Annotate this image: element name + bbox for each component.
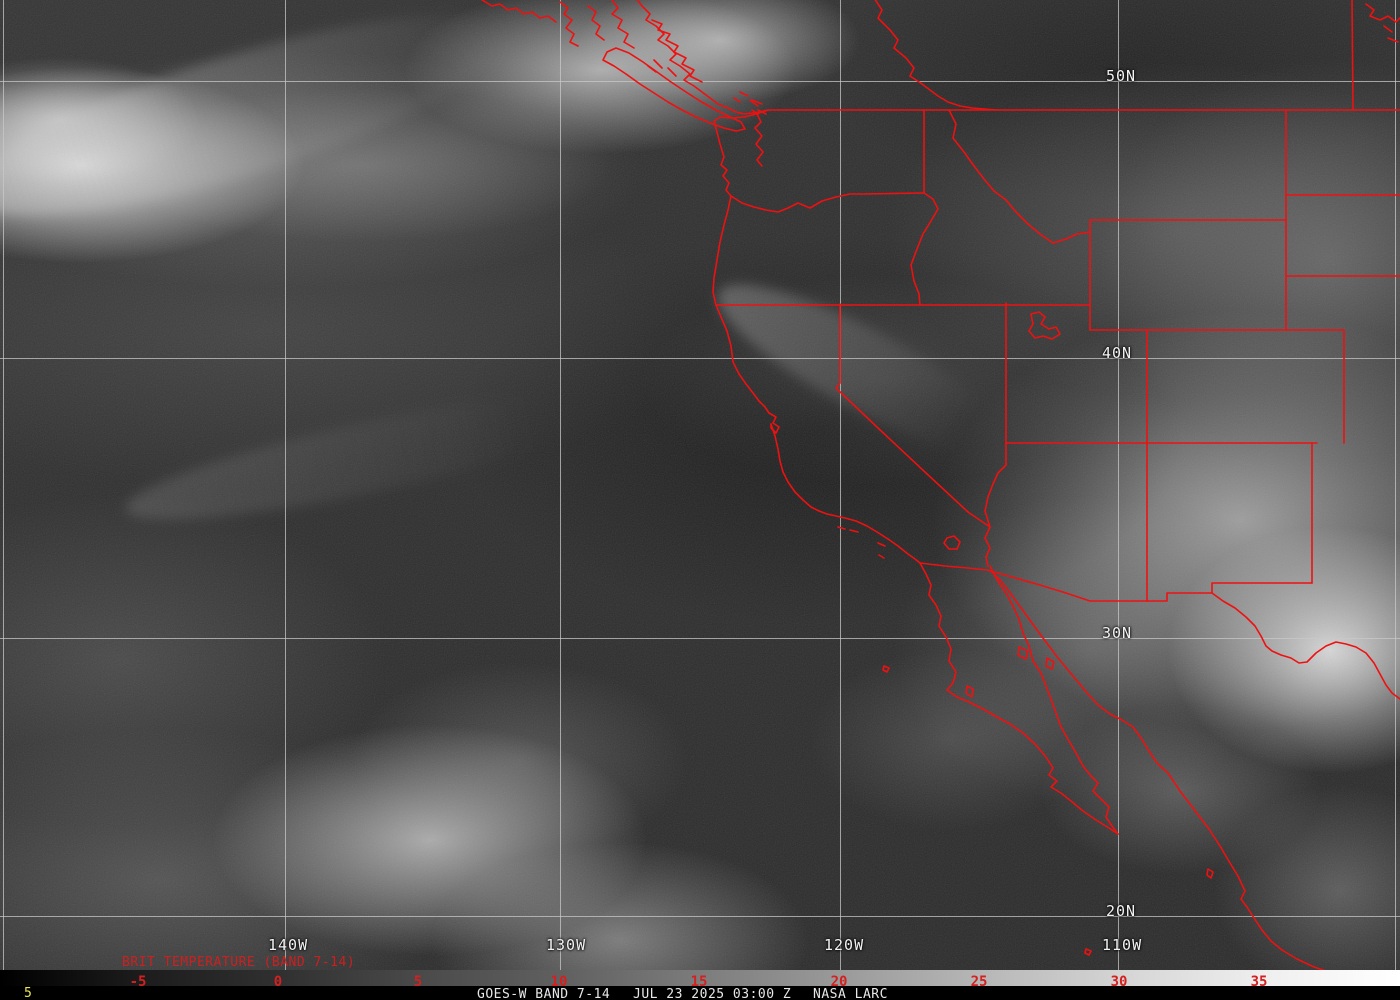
puget-sound bbox=[754, 113, 764, 167]
bc-fjords bbox=[651, 19, 703, 83]
gridline-140w bbox=[285, 0, 286, 978]
idaho-oregon-snake-river bbox=[910, 192, 939, 306]
north-coast-islands bbox=[481, 0, 635, 49]
gridline-110w bbox=[1118, 0, 1119, 978]
colorbar-tick-label: 0 bbox=[273, 974, 283, 990]
olympic-washington-coast bbox=[713, 109, 769, 197]
great-salt-lake bbox=[1028, 311, 1061, 340]
salton-sea bbox=[943, 535, 961, 550]
california-nevada-border bbox=[835, 303, 991, 528]
lon-label-110w: 110W bbox=[1102, 936, 1143, 954]
channel-islands bbox=[837, 526, 886, 559]
rio-grande bbox=[1211, 592, 1400, 700]
prairie-lake-outline bbox=[1365, 3, 1400, 43]
baja-gulf-coast bbox=[989, 565, 1119, 835]
brightness-temperature-colorbar bbox=[0, 970, 1400, 986]
footer-corner-value: 5 bbox=[24, 986, 32, 1000]
lat-label-40n: 40N bbox=[1102, 344, 1133, 362]
footer-source-label: NASA LARC bbox=[813, 987, 888, 1000]
lat-label-50n: 50N bbox=[1106, 67, 1137, 85]
baja-pacific-coast bbox=[919, 562, 1119, 835]
gridline-30n bbox=[0, 638, 1400, 639]
pacific-coast-and-mexico bbox=[712, 109, 1400, 993]
lon-label-130w: 130W bbox=[546, 936, 587, 954]
us-mexico-border bbox=[919, 562, 1148, 602]
california-arizona-colorado-river bbox=[984, 526, 991, 567]
north-california-coast bbox=[715, 304, 770, 414]
idaho-montana-border bbox=[948, 109, 1091, 244]
canada-coast-and-borders bbox=[481, 0, 1400, 132]
colorbar-tick-label: 5 bbox=[413, 974, 423, 990]
colorbar-title: BRIT TEMPERATURE (BAND 7-14) bbox=[122, 955, 356, 970]
bc-alberta-border bbox=[874, 0, 998, 111]
san-francisco-bay bbox=[768, 412, 780, 434]
gridline-20n bbox=[0, 916, 1400, 917]
saskatchewan-border bbox=[1351, 0, 1354, 111]
gulf-and-pacific-islands bbox=[882, 646, 1214, 956]
gridline-100w bbox=[1395, 0, 1396, 978]
gridline-40n bbox=[0, 358, 1400, 359]
south-california-coast bbox=[770, 423, 921, 564]
lat-label-20n: 20N bbox=[1106, 902, 1137, 920]
footer-datetime-label: JUL 23 2025 03:00 Z bbox=[633, 987, 792, 1000]
washington-oregon-border bbox=[730, 192, 925, 213]
vancouver-island bbox=[602, 47, 746, 132]
newmexico-south-border bbox=[1146, 582, 1313, 602]
nevada-arizona-colorado-river bbox=[984, 442, 1007, 528]
gridline-150w bbox=[3, 0, 4, 978]
lon-label-140w: 140W bbox=[268, 936, 309, 954]
gridline-120w bbox=[840, 0, 841, 978]
footer-product-label: GOES-W BAND 7-14 bbox=[477, 987, 611, 1000]
oregon-coast bbox=[712, 195, 732, 306]
us-state-borders bbox=[715, 109, 1400, 602]
gridline-130w bbox=[560, 0, 561, 978]
lat-label-30n: 30N bbox=[1102, 624, 1133, 642]
bc-mainland-coast bbox=[636, 0, 769, 115]
lon-label-120w: 120W bbox=[824, 936, 865, 954]
mexico-mainland-coast bbox=[990, 570, 1367, 993]
footer-bar bbox=[0, 986, 1400, 1000]
